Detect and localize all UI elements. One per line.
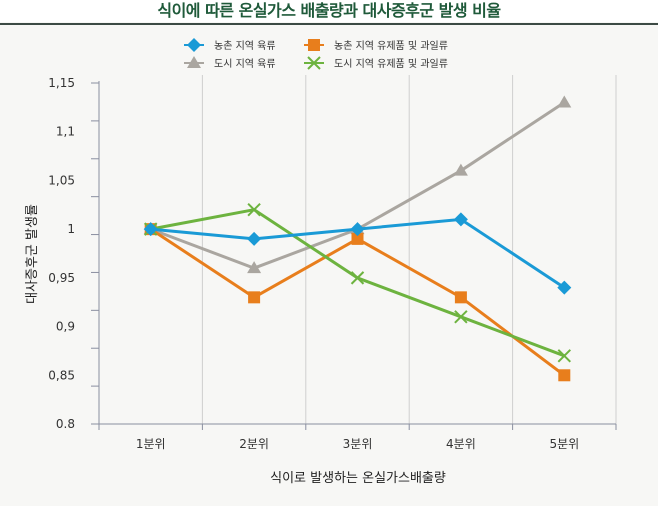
legend-item: 도시 지역 유제품 및 과일류 [304,56,448,70]
legend-marker-icon [308,39,320,51]
legend-item: 농촌 지역 육류 [184,38,276,52]
series-1 [143,212,572,295]
data-point-x [557,349,572,363]
chart-title: 식이에 따른 온실가스 배출량과 대사증후군 발생 비율 [0,0,658,22]
data-point-x [454,310,468,324]
y-tick-label: 1,05 [48,173,75,187]
y-tick-label: 0.8 [56,417,75,431]
series-4 [143,202,572,363]
legend-label: 농촌 지역 육류 [214,40,276,52]
y-tick-label: 1,15 [48,76,75,90]
x-tick-label: 3분위 [343,437,373,451]
data-point-square [351,232,364,245]
data-point-diamond [247,231,262,246]
legend-label: 농촌 지역 유제품 및 과일류 [334,40,448,52]
legend-marker-icon [187,56,201,68]
data-point-square [558,369,571,382]
y-tick-label: 0,9 [56,320,75,334]
x-tick-label: 4분위 [446,437,476,451]
x-tick-label: 2분위 [239,437,269,451]
y-tick-label: 1,1 [56,125,75,139]
data-point-x [247,202,261,217]
data-point-square [248,291,261,304]
x-tick-label: 5분위 [549,437,579,451]
legend-label: 도시 지역 육류 [214,58,276,70]
legend-marker-icon [307,56,321,70]
y-tick-label: 0,95 [48,271,75,285]
legend-item: 도시 지역 육류 [184,56,276,70]
data-point-diamond [350,222,365,237]
legend-item: 농촌 지역 유제품 및 과일류 [304,39,448,52]
title-divider [0,23,658,25]
series-3 [143,95,572,274]
legend-marker-icon [187,38,201,52]
legend-label: 도시 지역 유제품 및 과일류 [334,58,448,70]
data-point-diamond [143,222,158,237]
data-point-triangle [557,95,572,108]
data-point-diamond [557,280,572,295]
data-point-x [350,271,365,285]
x-tick-label: 1분위 [136,437,166,451]
data-point-square [454,291,467,304]
y-tick-label: 0,85 [48,368,75,382]
data-point-diamond [453,212,468,227]
series-2 [144,223,571,382]
y-tick-label: 1 [67,222,75,236]
x-axis-label: 식이로 발생하는 온실가스배출량 [270,471,446,486]
data-point-triangle [247,261,262,274]
y-axis-label: 대사증후군 발생률 [25,204,40,304]
data-point-triangle [453,163,468,176]
